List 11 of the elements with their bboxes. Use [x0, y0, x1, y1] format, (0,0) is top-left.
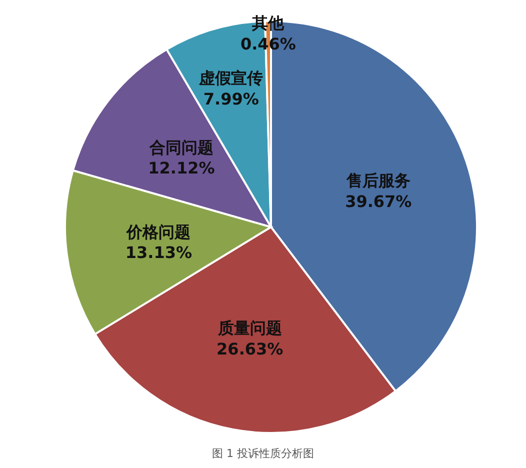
slice-label: 价格问题 — [126, 222, 191, 242]
caption: 图 1 投诉性质分析图 — [211, 446, 315, 461]
data-label: 26.63% — [216, 339, 284, 358]
slice-label: 合同问题 — [148, 138, 214, 157]
data-label: 39.67% — [345, 192, 412, 211]
slice-label: 虚假宣传 — [198, 68, 264, 88]
data-label: 13.13% — [125, 243, 192, 262]
slice-label: 质量问题 — [216, 318, 282, 338]
data-label: 7.99% — [203, 89, 259, 108]
slice-label: 售后服务 — [345, 171, 410, 190]
data-label: 12.12% — [148, 158, 215, 178]
